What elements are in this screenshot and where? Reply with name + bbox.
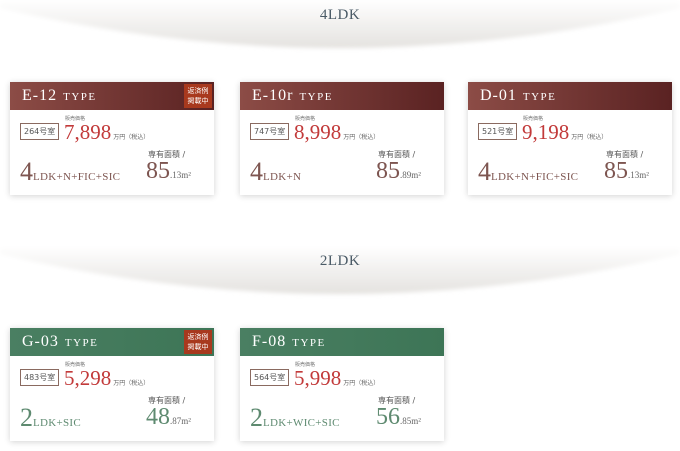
area-dec: .89m² [400,170,421,180]
area-label: 専有面積 / [606,150,644,159]
layout: 4LDK+N+FIC+SIC [478,157,578,187]
badge: 返済例 掲載中 [184,330,212,354]
card-header: E-10r TYPE [240,82,444,110]
layout: 2LDK+SIC [20,403,81,433]
area: 56.85m² [376,404,421,431]
type-code: F-08 TYPE [252,333,326,351]
type-word: TYPE [299,91,333,103]
price-value: 9,198 [522,120,570,144]
area-int: 85 [604,158,628,184]
area-int: 56 [376,404,400,430]
price-label: 販売価格 [523,116,544,122]
price-label: 販売価格 [65,116,86,122]
price: 5,998 万円（税込） [294,366,379,391]
layout-number: 4 [250,157,263,186]
layout: 4LDK+N+FIC+SIC [20,157,120,187]
area-dec: .13m² [170,170,191,180]
area-dec: .13m² [628,170,649,180]
price-unit: 万円（税込） [343,134,380,141]
type-code: E-10r TYPE [252,87,333,105]
area-label: 専有面積 / [148,150,186,159]
type-code-text: E-10r [252,87,294,104]
card-header: D-01 TYPE [468,82,672,110]
price-unit: 万円（税込） [343,380,380,387]
type-card: D-01 TYPE 521号室 販売価格 9,198 万円（税込） 4LDK+N+FIC+S… [468,82,672,195]
area-label: 専有面積 / [378,396,416,405]
price-unit: 万円（税込） [571,134,608,141]
type-word: TYPE [64,337,99,349]
type-code-text: E-12 [22,87,58,104]
unit-number: 483号室 [20,369,60,386]
layout-rest: LDK+WIC+SIC [263,417,340,429]
type-code: G-03 TYPE [22,333,98,351]
type-word: TYPE [63,91,97,103]
card-header: F-08 TYPE [240,328,444,356]
layout: 4LDK+N [250,157,301,187]
unit-number: 747号室 [250,123,290,140]
price-value: 7,898 [64,120,112,144]
area-int: 85 [146,158,170,184]
badge-line: 掲載中 [187,97,209,105]
type-code-text: F-08 [252,333,287,350]
badge-line: 返済例 [187,333,209,341]
area: 85.89m² [376,158,421,185]
section-title: 2LDK [319,253,361,269]
area: 85.13m² [604,158,649,185]
price-label: 販売価格 [65,362,86,368]
type-word: TYPE [522,91,557,103]
price: 8,998 万円（税込） [294,120,379,145]
layout-rest: LDK+N+FIC+SIC [33,171,121,183]
unit-number: 264号室 [20,123,60,140]
unit-number: 521号室 [478,123,518,140]
badge-line: 返済例 [187,87,209,95]
type-card: E-12 TYPE 返済例掲載中 264号室 販売価格 7,898 万円（税込） 4LDK+N… [10,82,214,195]
layout-number: 4 [20,157,33,186]
layout-rest: LDK+SIC [33,417,82,429]
area-dec: .87m² [170,416,191,426]
area-label: 専有面積 / [148,396,186,405]
type-card: G-03 TYPE 返済例掲載中 483号室 販売価格 5,298 万円（税込） 2LDK+S… [10,328,214,441]
layout-rest: LDK+N+FIC+SIC [491,171,579,183]
type-code-text: G-03 [22,333,59,350]
price-unit: 万円（税込） [113,134,150,141]
area: 48.87m² [146,404,191,431]
type-word: TYPE [292,337,326,349]
section-arc [0,246,680,294]
badge-line: 掲載中 [187,343,209,351]
layout-rest: LDK+N [263,171,302,183]
price: 5,298 万円（税込） [64,366,149,391]
type-code: D-01 TYPE [480,87,556,105]
card-header: E-12 TYPE 返済例掲載中 [10,82,214,110]
badge: 返済例 掲載中 [184,84,212,108]
area-int: 48 [146,404,170,430]
card-header: G-03 TYPE 返済例掲載中 [10,328,214,356]
layout-number: 4 [478,157,491,186]
section-arc [0,0,680,48]
type-card: E-10r TYPE 747号室 販売価格 8,998 万円（税込） 4LDK+N 専有面積 … [240,82,444,195]
type-code-text: D-01 [480,87,517,104]
layout: 2LDK+WIC+SIC [250,403,340,433]
layout-number: 2 [20,403,33,432]
area-dec: .85m² [400,416,421,426]
price-unit: 万円（税込） [113,380,150,387]
section-title: 4LDK [319,7,361,23]
area-int: 85 [376,158,400,184]
unit-number: 564号室 [250,369,290,386]
layout-number: 2 [250,403,263,432]
price-label: 販売価格 [295,362,316,368]
price: 7,898 万円（税込） [64,120,149,145]
area-label: 専有面積 / [378,150,416,159]
type-code: E-12 TYPE [22,87,97,105]
price: 9,198 万円（税込） [522,120,607,145]
price-value: 5,998 [294,366,342,390]
price-label: 販売価格 [295,116,316,122]
area: 85.13m² [146,158,191,185]
price-value: 8,998 [294,120,342,144]
type-card: F-08 TYPE 564号室 販売価格 5,998 万円（税込） 2LDK+WIC+SIC… [240,328,444,441]
price-value: 5,298 [64,366,112,390]
